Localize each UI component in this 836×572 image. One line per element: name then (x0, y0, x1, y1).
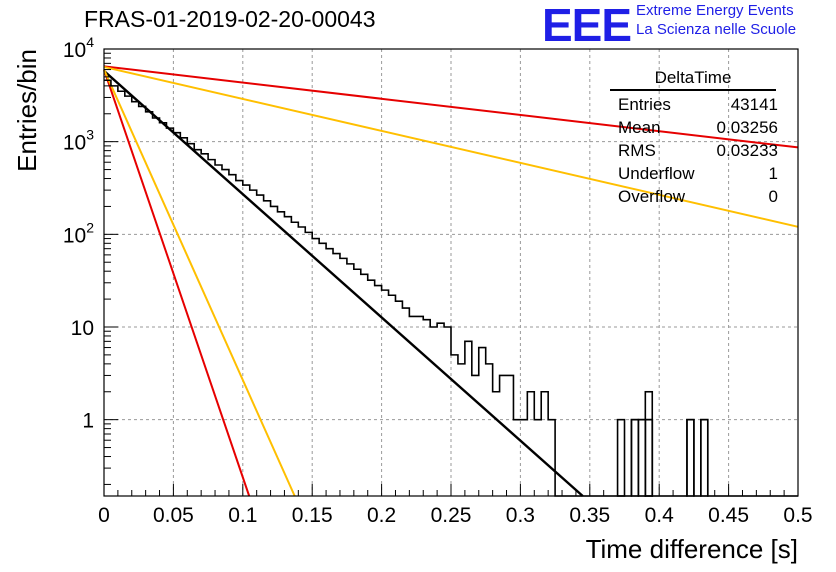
stats-box-name: DeltaTime (610, 68, 776, 91)
logo-line-1: Extreme Energy Events (636, 2, 794, 19)
stats-row-overflow: Overflow 0 (610, 185, 778, 208)
stats-value: 43141 (730, 95, 778, 114)
logo-line-2: La Scienza nelle Scuole (636, 21, 797, 38)
stats-value: 0 (768, 187, 778, 206)
y-tick-label: 102 (63, 219, 94, 247)
stats-row-mean: Mean 0.03256 (610, 116, 778, 139)
x-tick-label: 0.1 (228, 504, 257, 527)
histogram-bin (700, 418, 709, 497)
x-tick-label: 0.35 (569, 504, 610, 527)
stats-label: Mean (618, 118, 661, 137)
y-tick-label: 104 (63, 34, 94, 62)
fit-line-4 (103, 69, 296, 497)
fit-line-0 (103, 70, 584, 497)
fit-line-2 (103, 65, 799, 228)
x-tick-label: 0.45 (708, 504, 749, 527)
fit-line-1 (103, 65, 799, 149)
y-tick-label: 1 (82, 410, 94, 433)
x-tick-label: 0.4 (645, 504, 675, 527)
x-axis-title: Time difference [s] (586, 534, 798, 564)
stats-row-rms: RMS 0.03233 (610, 139, 778, 162)
stats-value: 0.03256 (716, 118, 778, 137)
x-tick-label: 0.15 (292, 504, 333, 527)
x-tick-label: 0.05 (153, 504, 194, 527)
stats-row-underflow: Underflow 1 (610, 162, 778, 185)
run-title: FRAS-01-2019-02-20-00043 (84, 6, 376, 32)
x-tick-label: 0.5 (783, 504, 812, 527)
histogram-bin (686, 418, 695, 497)
stats-value: 0.03233 (716, 141, 778, 160)
stats-label: Underflow (618, 164, 695, 183)
x-tick-label: 0 (98, 504, 110, 527)
y-tick-label: 10 (71, 317, 94, 340)
histogram-bin (644, 390, 654, 497)
fit-line-3 (103, 69, 251, 497)
stats-value: 1 (768, 164, 778, 183)
x-tick-label: 0.25 (431, 504, 472, 527)
x-tick-label: 0.3 (506, 504, 535, 527)
stats-label: Entries (618, 95, 671, 114)
histogram-bin (630, 418, 640, 497)
histogram-bin (616, 418, 626, 497)
stats-label: Overflow (618, 187, 686, 206)
stats-label: RMS (618, 141, 656, 160)
histogram-bin (644, 418, 654, 497)
y-axis-title: Entries/bin (12, 49, 42, 172)
y-tick-label: 103 (63, 127, 94, 155)
stats-row-entries: Entries 43141 (610, 93, 778, 116)
eee-logo: EEE (542, 0, 632, 51)
stats-box: DeltaTime Entries 43141 Mean 0.03256 RMS 0.… (610, 68, 778, 208)
x-tick-label: 0.2 (367, 504, 396, 527)
histogram-bin (637, 418, 647, 497)
